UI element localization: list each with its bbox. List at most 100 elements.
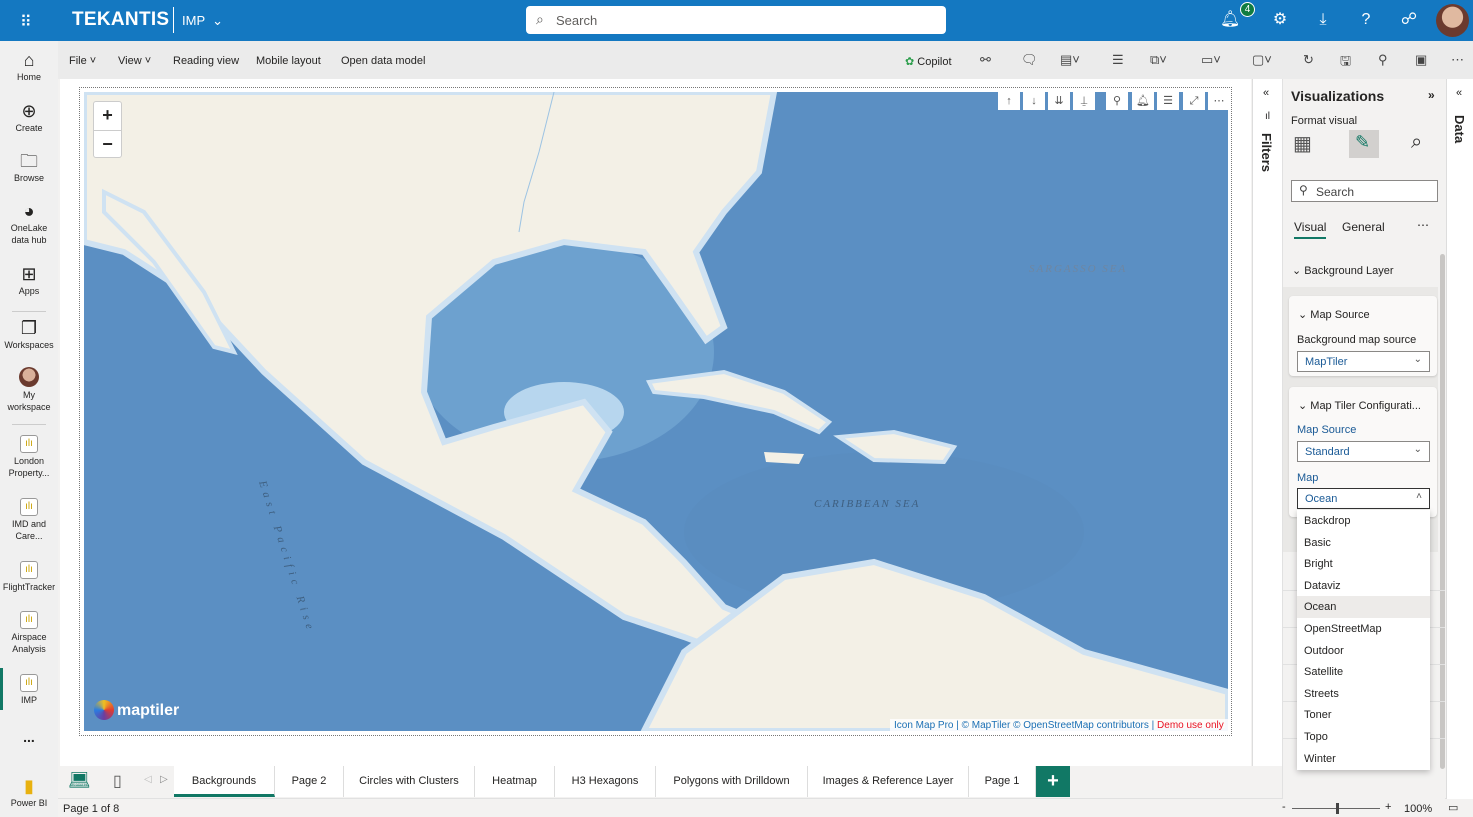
icon-map-pro-link[interactable]: Icon Map Pro bbox=[894, 720, 954, 731]
focus-mode-icon[interactable]: ⤢ bbox=[1183, 92, 1205, 110]
nav-browse[interactable]: 🗀 Browse bbox=[0, 150, 58, 184]
expand-all-icon[interactable]: ⇊ bbox=[1048, 92, 1070, 110]
more-icon[interactable]: ⋯ bbox=[1451, 52, 1464, 67]
build-visual-icon[interactable]: ▦ bbox=[1293, 133, 1312, 155]
filter-icon[interactable]: ☰ bbox=[1157, 92, 1179, 110]
app-launcher-icon[interactable]: ⠿ bbox=[20, 14, 32, 31]
nav-onelake[interactable]: ◕ OneLake data hub bbox=[0, 200, 58, 246]
option-openstreetmap[interactable]: OpenStreetMap bbox=[1304, 622, 1382, 635]
tab-polygons-drilldown[interactable]: Polygons with Drilldown bbox=[656, 766, 808, 797]
data-pane[interactable]: « Data bbox=[1446, 79, 1473, 799]
next-page-icon[interactable]: ▷ bbox=[160, 774, 168, 785]
tab-page-2[interactable]: Page 2 bbox=[275, 766, 344, 797]
bell-icon[interactable]: 🔔︎ bbox=[1220, 11, 1238, 28]
more-options-icon[interactable]: ⋯ bbox=[1208, 92, 1230, 110]
prev-page-icon[interactable]: ◁ bbox=[144, 774, 152, 785]
tab-page-1[interactable]: Page 1 bbox=[969, 766, 1036, 797]
view-menu[interactable]: View ˅ bbox=[118, 55, 152, 67]
zoom-in-button[interactable]: + bbox=[102, 105, 113, 125]
layout-icon[interactable]: ▢˅ bbox=[1252, 52, 1272, 67]
more-options-icon[interactable]: ⋯ bbox=[1417, 218, 1429, 232]
viz-search-input[interactable]: ⚲ Search bbox=[1291, 180, 1438, 202]
maptiler-section-header[interactable]: ⌄ Map Tiler Configurati... bbox=[1298, 400, 1421, 412]
expand-hierarchy-icon[interactable]: ⍊ bbox=[1073, 92, 1095, 110]
drill-up-icon[interactable]: ↑ bbox=[998, 92, 1020, 110]
gear-icon[interactable]: ⚙ bbox=[1272, 11, 1288, 28]
tab-heatmap[interactable]: Heatmap bbox=[475, 766, 555, 797]
option-winter[interactable]: Winter bbox=[1304, 752, 1336, 765]
download-icon[interactable]: ⤓ bbox=[1319, 11, 1327, 28]
tab-circles-with-clusters[interactable]: Circles with Clusters bbox=[344, 766, 475, 797]
nav-airspace-analysis[interactable]: ılı Airspace Analysis bbox=[0, 611, 58, 655]
option-ocean[interactable]: Ocean bbox=[1297, 596, 1430, 618]
shapes-icon[interactable]: ⧉˅ bbox=[1150, 52, 1167, 67]
zoom-out-icon[interactable]: - bbox=[1282, 801, 1286, 813]
tab-backgrounds[interactable]: Backgrounds bbox=[174, 766, 275, 797]
zoom-in-icon[interactable]: + bbox=[1385, 801, 1392, 813]
osm-link[interactable]: © OpenStreetMap contributors bbox=[1013, 720, 1149, 731]
binoculars-icon[interactable]: ⚯ bbox=[980, 52, 991, 67]
option-streets[interactable]: Streets bbox=[1304, 687, 1339, 700]
nav-powerbi[interactable]: ▮ Power BI bbox=[0, 775, 58, 809]
nav-my-workspace[interactable]: My workspace bbox=[0, 367, 58, 413]
zoom-out-button[interactable]: − bbox=[94, 130, 121, 158]
option-satellite[interactable]: Satellite bbox=[1304, 666, 1344, 679]
analytics-icon[interactable]: ⌕ bbox=[1411, 131, 1423, 153]
add-page-button[interactable]: + bbox=[1036, 766, 1070, 797]
pin-icon[interactable]: ⚲ bbox=[1378, 52, 1388, 67]
fit-page-icon[interactable]: ▭ bbox=[1448, 802, 1459, 814]
format-visual-tab[interactable]: ✎ bbox=[1349, 130, 1379, 158]
bg-source-dropdown[interactable]: MapTiler ⌄ bbox=[1297, 351, 1430, 372]
expand-icon[interactable]: » bbox=[1428, 88, 1435, 102]
file-menu[interactable]: File ˅ bbox=[69, 55, 97, 67]
zoom-slider[interactable] bbox=[1292, 803, 1380, 814]
nav-imp[interactable]: ılı IMP bbox=[0, 674, 58, 706]
option-topo[interactable]: Topo bbox=[1304, 730, 1328, 743]
nav-home[interactable]: ⌂ Home bbox=[0, 49, 58, 83]
present-icon[interactable]: ▭˅ bbox=[1201, 52, 1221, 67]
teams-icon[interactable]: ▣ bbox=[1415, 52, 1428, 67]
drill-down-icon[interactable]: ↓ bbox=[1023, 92, 1045, 110]
collapse-icon[interactable]: « bbox=[1456, 87, 1463, 99]
tab-general[interactable]: General bbox=[1342, 220, 1385, 234]
copilot-button[interactable]: ✿ Copilot bbox=[905, 55, 952, 68]
feedback-icon[interactable]: ☍ bbox=[1400, 11, 1418, 28]
nav-flighttracker[interactable]: ılı FlightTracker bbox=[0, 561, 58, 593]
avatar[interactable] bbox=[1436, 4, 1469, 37]
tab-images-reference[interactable]: Images & Reference Layer bbox=[808, 766, 969, 797]
collapse-icon[interactable]: « bbox=[1263, 87, 1270, 99]
map[interactable]: SARGASSO SEA CARIBBEAN SEA East Pacific … bbox=[84, 92, 1228, 731]
option-backdrop[interactable]: Backdrop bbox=[1304, 515, 1351, 527]
filters-pane[interactable]: « ıl Filters bbox=[1252, 79, 1282, 766]
map-source-section-header[interactable]: ⌄ Map Source bbox=[1298, 309, 1370, 321]
reading-view-button[interactable]: Reading view bbox=[173, 55, 240, 67]
desktop-layout-icon[interactable]: 💻︎ bbox=[68, 770, 91, 790]
option-outdoor[interactable]: Outdoor bbox=[1304, 644, 1344, 657]
map-source-dropdown[interactable]: Standard ⌄ bbox=[1297, 441, 1430, 462]
mobile-layout-icon[interactable]: ▯ bbox=[113, 773, 122, 790]
mobile-layout-button[interactable]: Mobile layout bbox=[256, 55, 321, 67]
nav-workspaces[interactable]: ❐ Workspaces bbox=[0, 317, 58, 351]
scrollbar[interactable] bbox=[1440, 254, 1445, 769]
nav-imd-care[interactable]: ılı IMD and Care... bbox=[0, 498, 58, 542]
refresh-icon[interactable]: ↻ bbox=[1303, 52, 1314, 67]
search-input[interactable]: ⌕ Search bbox=[526, 6, 946, 34]
option-toner[interactable]: Toner bbox=[1304, 709, 1332, 722]
comment-icon[interactable]: 🗨︎ bbox=[1021, 52, 1038, 67]
option-basic[interactable]: Basic bbox=[1304, 536, 1331, 549]
pin-visual-icon[interactable]: ⚲ bbox=[1106, 92, 1128, 110]
alert-icon[interactable]: 🔔︎ bbox=[1132, 92, 1154, 110]
maptiler-link[interactable]: © MapTiler bbox=[961, 720, 1011, 731]
background-layer-header[interactable]: ⌄ Background Layer bbox=[1292, 265, 1394, 277]
open-data-model-button[interactable]: Open data model bbox=[341, 55, 426, 67]
chat-icon[interactable]: ▤˅ bbox=[1060, 52, 1080, 67]
nav-london-property[interactable]: ılı London Property... bbox=[0, 435, 58, 479]
map-dropdown[interactable]: Ocean ˄ bbox=[1297, 488, 1430, 509]
nav-apps[interactable]: ⊞ Apps bbox=[0, 263, 58, 297]
option-bright[interactable]: Bright bbox=[1304, 558, 1333, 571]
option-dataviz[interactable]: Dataviz bbox=[1304, 579, 1341, 592]
save-icon[interactable]: 🖫 bbox=[1340, 53, 1352, 68]
nav-create[interactable]: ⊕ Create bbox=[0, 100, 58, 134]
tab-visual[interactable]: Visual bbox=[1294, 220, 1327, 239]
notes-icon[interactable]: ☰ bbox=[1112, 52, 1124, 67]
